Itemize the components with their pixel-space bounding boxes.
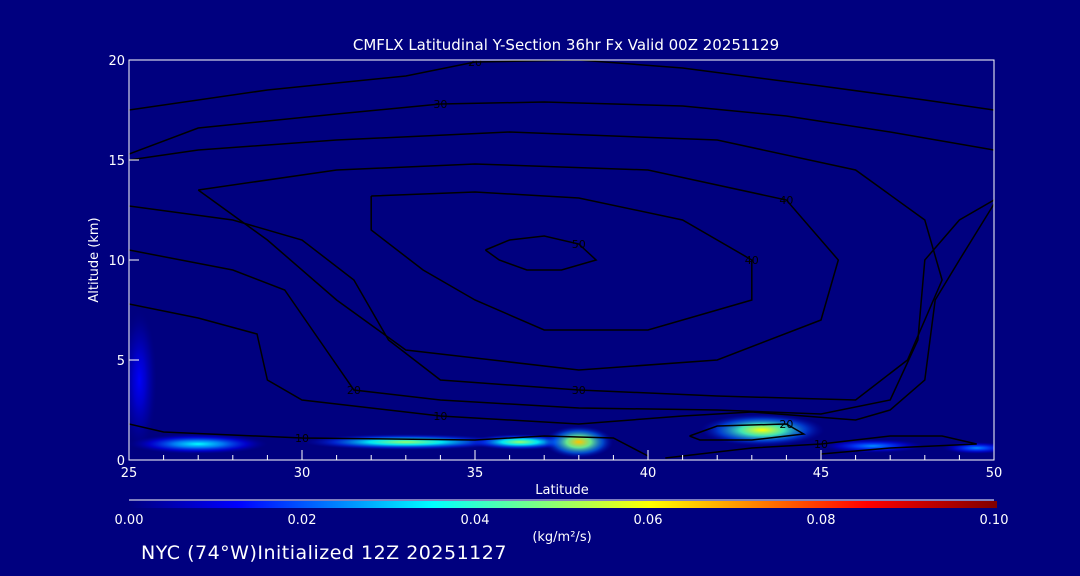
x-tick-label: 45 (813, 466, 830, 481)
contour-label: 20 (468, 56, 482, 69)
y-tick-label: 5 (117, 354, 125, 369)
contour-label: 40 (745, 254, 759, 267)
colorbar-tick-label: 0.10 (980, 513, 1009, 528)
colorbar-tick-label: 0.00 (115, 513, 144, 528)
y-axis-label: Altitude (km) (87, 217, 102, 302)
y-tick-label: 20 (108, 54, 125, 69)
plot-frame (128, 59, 995, 461)
contour-layer: 20 30 40 40 50 30 20 10 10 20 10 (129, 56, 994, 459)
colorbar-tick-label: 0.04 (461, 513, 490, 528)
heatmap-hotspot (544, 426, 614, 458)
contour-line (129, 199, 994, 415)
x-tick-label: 50 (986, 466, 1003, 481)
x-axis-label: Latitude (535, 483, 589, 498)
contour-label: 10 (295, 432, 309, 445)
x-tick-label: 40 (640, 466, 657, 481)
contour-line (370, 191, 753, 331)
contour-label: 50 (572, 238, 586, 251)
x-tick-label: 25 (121, 466, 138, 481)
chart-title: CMFLX Latitudinal Y-Section 36hr Fx Vali… (353, 36, 779, 54)
colorbar-tick-label: 0.08 (807, 513, 836, 528)
contour-label: 20 (347, 384, 361, 397)
contour-line (129, 131, 943, 401)
colorbar-ticks: 0.00 0.02 0.04 0.06 0.08 0.10 (115, 513, 1009, 528)
colorbar-tick-label: 0.02 (288, 513, 317, 528)
heatmap-hotspot (699, 414, 825, 446)
heatmap-layer (129, 310, 994, 458)
colorbar-tick-label: 0.06 (634, 513, 663, 528)
heatmap-hotspot (821, 439, 925, 453)
contour-line (129, 101, 994, 155)
contour-label: 30 (433, 98, 447, 111)
contour-label: 20 (779, 418, 793, 431)
contour-line (689, 423, 807, 441)
contour-line (129, 423, 649, 457)
heatmap-hotspot (129, 434, 268, 454)
y-tick-label: 15 (108, 154, 125, 169)
x-tick-label: 35 (467, 466, 484, 481)
contour-line (484, 235, 598, 271)
x-tick-label: 30 (294, 466, 311, 481)
y-tick-label: 10 (108, 254, 125, 269)
contour-line (665, 435, 977, 459)
contour-label: 30 (572, 384, 586, 397)
footer-info: NYC (74°W)Initialized 12Z 20251127 (141, 542, 507, 564)
contour-line (129, 203, 994, 425)
colorbar (129, 501, 997, 508)
contour-label: 40 (779, 194, 793, 207)
heatmap-hotspot (129, 310, 157, 450)
y-tick-label: 0 (117, 454, 125, 469)
colorbar-units: (kg/m²/s) (532, 530, 591, 545)
contour-label: 10 (433, 410, 447, 423)
contour-line (129, 60, 994, 111)
axis-ticks: 25 30 35 40 45 50 0 5 10 15 20 (108, 54, 1002, 481)
contour-label: 10 (814, 438, 828, 451)
contour-line (197, 163, 840, 371)
